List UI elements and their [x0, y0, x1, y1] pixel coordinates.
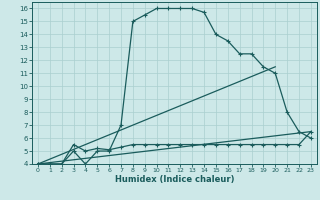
- X-axis label: Humidex (Indice chaleur): Humidex (Indice chaleur): [115, 175, 234, 184]
